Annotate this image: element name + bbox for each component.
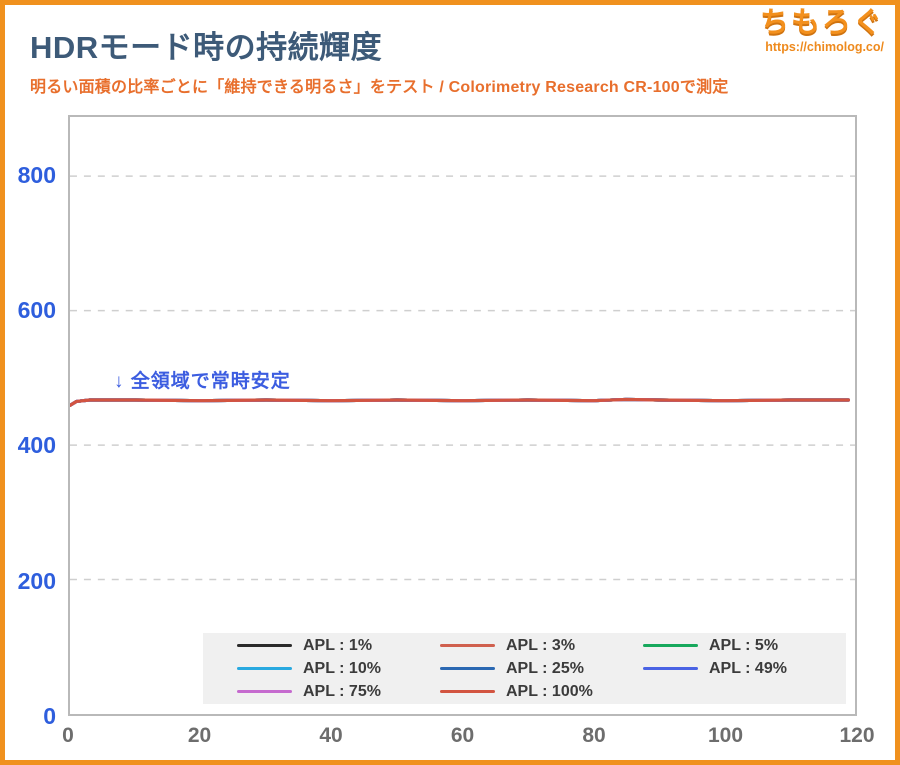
- legend-swatch-icon: [440, 666, 495, 671]
- site-logo: ちもろぐ https://chimolog.co/: [760, 8, 884, 55]
- legend-label: APL : 25%: [506, 659, 584, 677]
- x-tick-label-60: 60: [450, 724, 475, 747]
- x-tick-label-120: 120: [839, 724, 875, 747]
- x-tick-label-20: 20: [187, 724, 212, 747]
- legend-item-1pct: APL : 1%: [237, 637, 440, 655]
- x-tick-label-80: 80: [582, 724, 606, 747]
- x-tick-label-0: 0: [62, 724, 74, 747]
- legend-label: APL : 100%: [506, 682, 593, 700]
- y-tick-label-400: 400: [17, 432, 56, 459]
- legend-swatch-icon: [440, 689, 495, 694]
- legend-item-49pct: APL : 49%: [643, 660, 846, 678]
- legend-swatch-icon: [237, 643, 292, 648]
- plot-area: [68, 115, 857, 716]
- legend-swatch-icon: [237, 689, 292, 694]
- legend-swatch-icon: [643, 643, 698, 648]
- chart-legend: APL : 1% APL : 3% APL : 5% APL : 10% APL : 2…: [203, 633, 846, 704]
- legend-item-5pct: APL : 5%: [643, 637, 846, 655]
- y-tick-label-800: 800: [17, 161, 56, 188]
- legend-item-25pct: APL : 25%: [440, 660, 643, 678]
- series-line-100pct: [70, 397, 851, 407]
- legend-label: APL : 5%: [709, 636, 779, 654]
- page-subtitle: 明るい面積の比率ごとに「維持できる明るさ」をテスト / Colorimetry …: [30, 79, 729, 96]
- page-title: HDRモード時の持続輝度: [30, 30, 383, 65]
- y-tick-label-600: 600: [17, 296, 56, 323]
- legend-label: APL : 3%: [506, 636, 576, 654]
- legend-label: APL : 75%: [303, 682, 381, 700]
- chart-canvas: [70, 175, 855, 581]
- legend-swatch-icon: [440, 643, 495, 648]
- legend-swatch-icon: [643, 666, 698, 671]
- site-logo-text: ちもろぐ: [759, 7, 884, 39]
- legend-item-3pct: APL : 3%: [440, 637, 643, 655]
- legend-label: APL : 49%: [709, 659, 787, 677]
- site-logo-url: https://chimolog.co/: [765, 40, 884, 55]
- legend-item-100pct: APL : 100%: [440, 683, 643, 701]
- legend-item-75pct: APL : 75%: [237, 683, 440, 701]
- chart-annotation: ↓ 全領域で常時安定: [114, 371, 291, 392]
- legend-label: APL : 1%: [303, 636, 373, 654]
- y-tick-label-200: 200: [17, 567, 56, 594]
- x-tick-label-100: 100: [707, 724, 744, 747]
- legend-swatch-icon: [237, 666, 292, 671]
- legend-label: APL : 10%: [303, 659, 381, 677]
- y-tick-label-0: 0: [43, 703, 56, 729]
- x-tick-label-40: 40: [319, 724, 343, 747]
- legend-item-10pct: APL : 10%: [237, 660, 440, 678]
